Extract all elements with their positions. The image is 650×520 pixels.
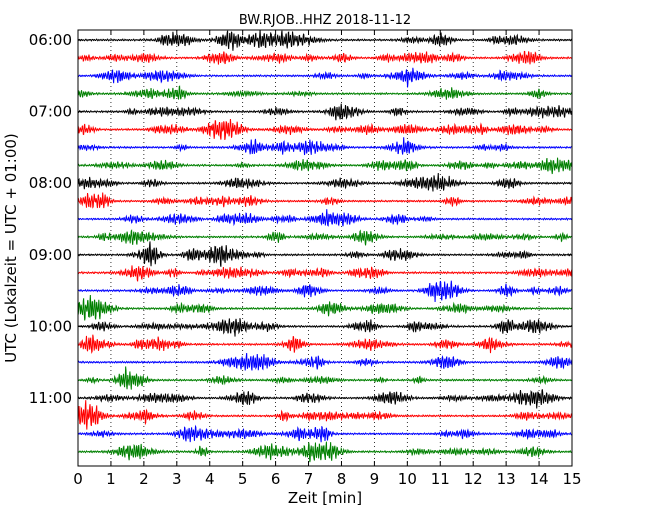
y-tick-label: 11:00 xyxy=(29,389,72,407)
x-tick-label: 15 xyxy=(562,470,581,488)
trace-1115 xyxy=(77,400,573,430)
trace-1030 xyxy=(77,352,573,371)
trace-1145 xyxy=(77,441,573,463)
trace-0600 xyxy=(77,29,573,51)
trace-0715 xyxy=(77,118,573,140)
trace-1045 xyxy=(77,366,573,390)
trace-0630 xyxy=(77,67,573,88)
chart-title: BW.RJOB..HHZ 2018-11-12 xyxy=(239,13,411,28)
vertical-grid xyxy=(110,30,540,466)
trace-1100 xyxy=(77,389,573,409)
x-tick-label: 4 xyxy=(205,470,215,488)
y-axis-label: UTC (Lokalzeit = UTC + 01:00) xyxy=(2,133,20,363)
trace-0730 xyxy=(77,137,573,156)
x-tick-label: 11 xyxy=(431,470,450,488)
y-tick-label: 06:00 xyxy=(29,31,72,49)
x-axis-label: Zeit [min] xyxy=(288,489,362,507)
trace-0800 xyxy=(77,173,573,192)
y-tick-label: 07:00 xyxy=(29,103,72,121)
trace-0645 xyxy=(77,85,573,100)
trace-0615 xyxy=(77,50,573,65)
seismogram-traces xyxy=(77,29,573,463)
x-tick-label: 14 xyxy=(530,470,549,488)
trace-0845 xyxy=(77,229,573,246)
y-tick-label: 09:00 xyxy=(29,246,72,264)
trace-1015 xyxy=(77,334,573,354)
y-tick-label: 10:00 xyxy=(29,317,72,335)
x-tick-label: 5 xyxy=(238,470,248,488)
trace-0745 xyxy=(77,157,573,175)
x-tick-label: 1 xyxy=(106,470,116,488)
trace-0900 xyxy=(77,241,573,267)
x-tick-label: 10 xyxy=(398,470,417,488)
x-tick-label: 3 xyxy=(172,470,182,488)
trace-1130 xyxy=(77,424,573,443)
x-tick-label: 8 xyxy=(337,470,347,488)
trace-0930 xyxy=(77,280,573,302)
x-tick-label: 12 xyxy=(464,470,483,488)
trace-0815 xyxy=(77,192,573,209)
x-tick-label: 6 xyxy=(271,470,281,488)
x-tick-label: 0 xyxy=(73,470,83,488)
x-tick-label: 9 xyxy=(370,470,380,488)
x-tick-label: 7 xyxy=(304,470,314,488)
plot-frame xyxy=(77,29,573,467)
axis-ticks: 0 1 2 3 4 5 6 7 8 9 10 11 12 13 14 1506:0007:0008:0009:… xyxy=(29,30,582,488)
trace-0830 xyxy=(77,209,573,227)
trace-0915 xyxy=(77,265,573,282)
x-tick-label: 13 xyxy=(497,470,516,488)
trace-0700 xyxy=(77,103,573,121)
y-tick-label: 08:00 xyxy=(29,174,72,192)
x-tick-label: 2 xyxy=(139,470,149,488)
trace-1000 xyxy=(77,318,573,337)
trace-0945 xyxy=(77,295,573,321)
